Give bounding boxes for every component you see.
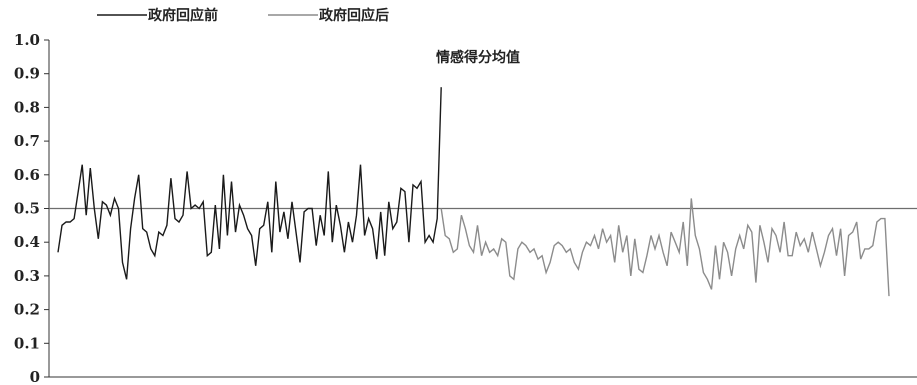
y-tick-label: 1.0 — [14, 31, 40, 49]
y-tick-label: 0.7 — [14, 132, 40, 150]
plot-area — [49, 87, 917, 297]
series-line-before — [57, 87, 442, 280]
y-tick-label: 0 — [30, 368, 40, 385]
y-tick-label: 0.8 — [14, 98, 40, 116]
y-tick-label: 0.2 — [14, 301, 40, 319]
chart-title: 情感得分均值 — [436, 49, 520, 66]
legend: 政府回应前 政府回应后 — [97, 7, 389, 24]
y-tick-label: 0.1 — [14, 334, 40, 352]
y-tick-label: 0.5 — [14, 200, 40, 218]
y-tick-label: 0.3 — [14, 267, 40, 285]
series-line-after — [440, 198, 890, 297]
y-tick-label: 0.6 — [14, 166, 40, 184]
axes: 0 0.1 0.2 0.3 0.4 0.5 0.6 0.7 0.8 0.9 1.0 — [14, 31, 917, 385]
legend-label-after: 政府回应后 — [319, 7, 389, 24]
y-tick-label: 0.4 — [14, 233, 40, 251]
y-tick-label: 0.9 — [14, 65, 40, 83]
legend-label-before: 政府回应前 — [148, 7, 218, 24]
